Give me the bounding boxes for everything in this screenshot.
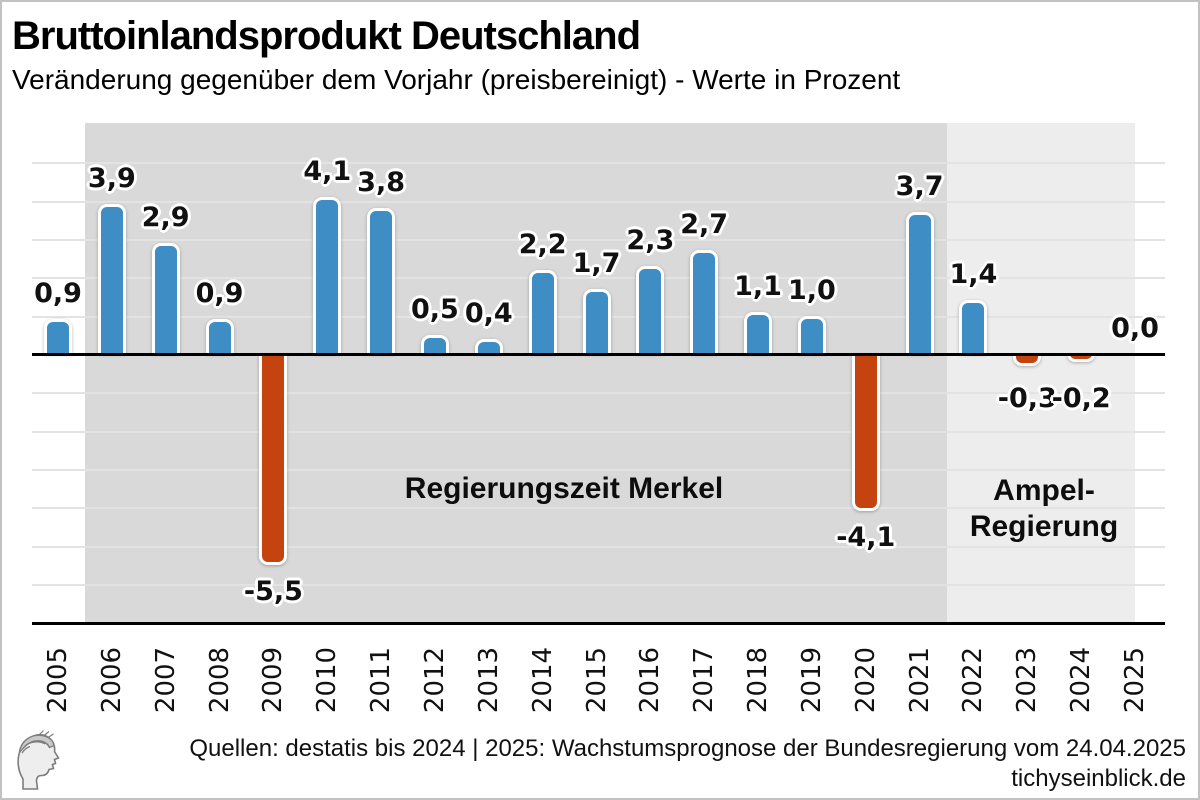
year-tick-label: 2012 — [419, 646, 450, 714]
year-tick-label: 2014 — [527, 646, 558, 714]
bar-value-label: -0,3 — [997, 383, 1057, 414]
bar-value-label: 2,7 — [680, 209, 729, 240]
bar-2019 — [797, 316, 826, 354]
x-axis-line — [32, 622, 1165, 625]
year-tick-label: 2020 — [850, 646, 881, 714]
hermes-head-icon — [17, 730, 60, 790]
bar-2005 — [44, 319, 72, 354]
year-tick-label: 2025 — [1120, 646, 1150, 714]
chart-title: Bruttoinlandsprodukt Deutschland — [12, 14, 641, 58]
year-tick-label: 2018 — [743, 646, 774, 714]
year-tick-label: 2021 — [904, 646, 935, 714]
zero-line — [32, 353, 1165, 356]
tichys-logo — [10, 729, 62, 791]
source-note: Quellen: destatis bis 2024 | 2025: Wachs… — [189, 735, 1186, 762]
bar-value-label: 2,3 — [626, 225, 675, 256]
bar-value-label: 3,8 — [357, 167, 406, 198]
bar-value-label: 1,7 — [572, 248, 621, 279]
year-tick-label: 2008 — [204, 646, 235, 714]
bar-2012 — [420, 335, 449, 354]
bar-value-label: 0,4 — [464, 298, 513, 329]
year-tick-label: 2009 — [258, 646, 289, 714]
bar-value-label: 0,0 — [1111, 313, 1159, 344]
year-tick-label: 2023 — [1012, 646, 1043, 714]
year-tick-label: 2005 — [43, 646, 73, 714]
bar-value-label: 1,0 — [787, 275, 836, 306]
year-tick-label: 2007 — [150, 646, 181, 714]
gridline — [32, 431, 1165, 433]
bar-2023 — [1013, 354, 1042, 366]
region-merkel — [84, 123, 947, 622]
year-tick-label: 2011 — [366, 646, 397, 714]
bar-2013 — [474, 339, 503, 354]
bar-2006 — [97, 204, 126, 354]
bar-2009 — [259, 354, 288, 565]
year-tick-label: 2022 — [958, 646, 989, 714]
gridline — [32, 239, 1165, 241]
bar-value-label: -4,1 — [836, 522, 896, 553]
bar-value-label: 3,9 — [87, 163, 136, 194]
region-label-ampel: Ampel- Regierung — [969, 474, 1119, 543]
bar-2017 — [690, 250, 719, 354]
region-label-merkel: Regierungszeit Merkel — [404, 472, 724, 505]
gridline — [32, 469, 1165, 471]
bar-2022 — [959, 300, 988, 354]
year-tick-label: 2015 — [581, 646, 612, 714]
year-tick-label: 2017 — [689, 646, 720, 714]
bar-2021 — [905, 212, 934, 354]
year-tick-label: 2006 — [96, 646, 127, 714]
gridline — [32, 584, 1165, 586]
bar-value-label: 1,1 — [734, 271, 782, 302]
bar-2016 — [636, 266, 665, 354]
year-tick-label: 2016 — [635, 646, 666, 714]
gridline — [32, 507, 1165, 509]
bar-2007 — [151, 243, 180, 354]
bar-value-label: 2,2 — [518, 229, 567, 260]
bar-2008 — [205, 319, 234, 354]
gridline — [32, 162, 1165, 164]
bar-value-label: 2,9 — [141, 202, 190, 233]
year-tick-label: 2024 — [1066, 646, 1097, 714]
region-ampel — [946, 123, 1135, 622]
bar-value-label: 3,7 — [895, 171, 944, 202]
year-tick-label: 2019 — [796, 646, 827, 714]
year-tick-label: 2013 — [473, 646, 504, 714]
gridline — [32, 546, 1165, 548]
chart-subtitle: Veränderung gegenüber dem Vorjahr (preis… — [12, 64, 901, 95]
bar-2011 — [367, 208, 396, 354]
bar-value-label: 0,9 — [34, 278, 82, 309]
year-tick-label: 2010 — [312, 646, 343, 714]
bar-2024 — [1067, 354, 1096, 362]
bar-2015 — [582, 289, 611, 354]
bar-2010 — [313, 197, 342, 354]
bar-value-label: -5,5 — [243, 576, 303, 607]
gridline — [32, 392, 1165, 394]
site-name: tichyseinblick.de — [1011, 765, 1186, 792]
gridline — [32, 201, 1165, 203]
gridline — [32, 277, 1165, 279]
bar-value-label: -0,2 — [1051, 383, 1111, 414]
bar-2014 — [528, 270, 557, 354]
bar-value-label: 0,9 — [195, 278, 244, 309]
bar-value-label: 1,4 — [949, 259, 998, 290]
bar-2018 — [744, 312, 773, 354]
bar-value-label: 4,1 — [303, 156, 352, 187]
bar-value-label: 0,5 — [411, 294, 459, 325]
bar-2020 — [851, 354, 880, 511]
